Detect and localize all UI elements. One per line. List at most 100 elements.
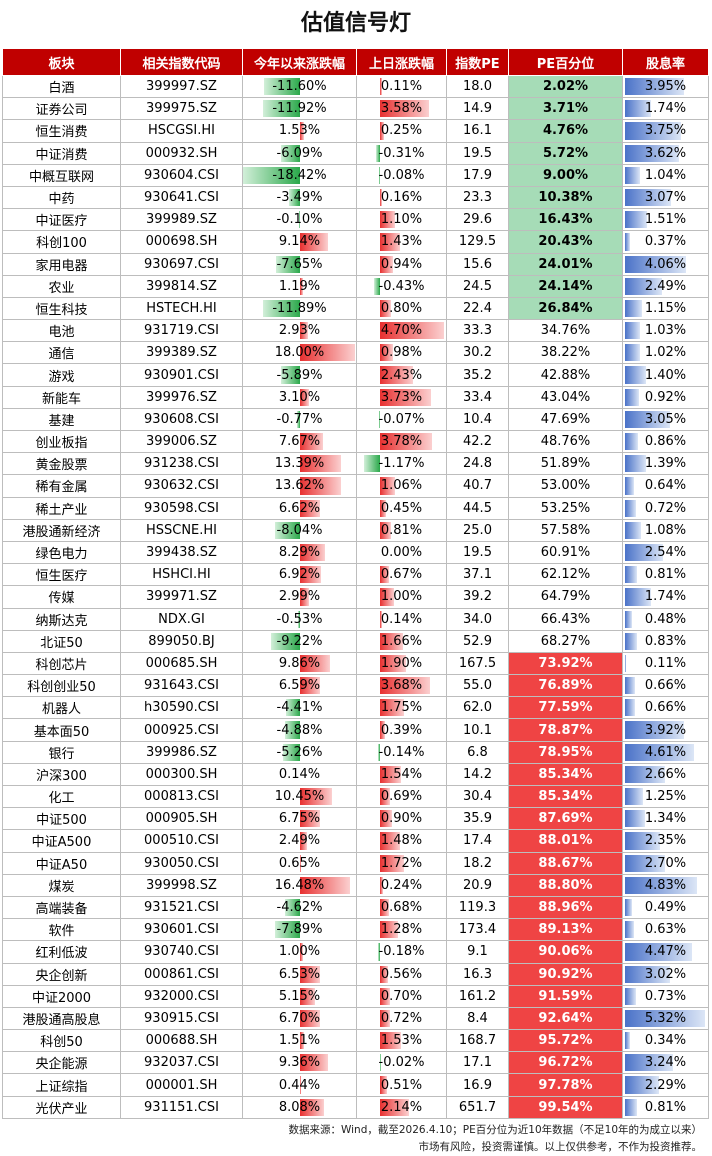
cell-sector: 中证500: [3, 808, 121, 830]
ytd-value: 13.39%: [275, 456, 325, 471]
ytd-value: 2.49%: [279, 833, 320, 848]
ytd-value: 6.62%: [279, 501, 320, 516]
cell-pe-percentile: 24.01%: [509, 253, 623, 275]
cell-index-code: 931521.CSI: [121, 896, 243, 918]
ytd-value: 6.75%: [279, 811, 320, 826]
cell-pe: 33.3: [447, 320, 509, 342]
cell-ytd-change: 5.15%: [243, 985, 357, 1007]
dividend-value: 3.05%: [645, 412, 686, 427]
cell-index-code: 000932.SH: [121, 142, 243, 164]
cell-pe-percentile: 92.64%: [509, 1007, 623, 1029]
ytd-value: 6.92%: [279, 567, 320, 582]
cell-pe: 8.4: [447, 1007, 509, 1029]
cell-sector: 恒生消费: [3, 120, 121, 142]
cell-daily-change: 0.90%: [357, 808, 447, 830]
dividend-value: 0.66%: [645, 678, 686, 693]
daily-value: 0.67%: [381, 567, 422, 582]
cell-index-code: NDX.GI: [121, 608, 243, 630]
cell-ytd-change: 2.99%: [243, 586, 357, 608]
cell-dividend-yield: 0.34%: [623, 1030, 709, 1052]
cell-ytd-change: 2.93%: [243, 320, 357, 342]
cell-sector: 沪深300: [3, 763, 121, 785]
cell-daily-change: 0.39%: [357, 719, 447, 741]
ytd-value: -3.49%: [277, 190, 323, 205]
cell-pe-percentile: 89.13%: [509, 919, 623, 941]
cell-dividend-yield: 4.83%: [623, 874, 709, 896]
header-sector: 板块: [3, 49, 121, 76]
dividend-value: 2.70%: [645, 856, 686, 871]
footer-disclaimer: 市场有风险，投资需谨慎。以上仅供参考，不作为投资推荐。: [0, 1139, 702, 1156]
dividend-value: 4.47%: [645, 944, 686, 959]
ytd-value: -0.77%: [277, 412, 323, 427]
cell-dividend-yield: 1.15%: [623, 297, 709, 319]
cell-sector: 中概互联网: [3, 164, 121, 186]
ytd-value: 10.45%: [275, 789, 325, 804]
ytd-value: -0.53%: [277, 612, 323, 627]
cell-ytd-change: 6.92%: [243, 564, 357, 586]
cell-pe: 42.2: [447, 431, 509, 453]
daily-value: -0.14%: [379, 745, 425, 760]
cell-dividend-yield: 1.51%: [623, 209, 709, 231]
dividend-bar: [625, 677, 635, 694]
cell-daily-change: 0.56%: [357, 963, 447, 985]
cell-daily-change: -0.02%: [357, 1052, 447, 1074]
cell-ytd-change: 8.08%: [243, 1096, 357, 1118]
cell-sector: 新能车: [3, 386, 121, 408]
cell-dividend-yield: 2.70%: [623, 852, 709, 874]
daily-value: 0.80%: [381, 301, 422, 316]
dividend-bar: [625, 566, 637, 583]
cell-sector: 高端装备: [3, 896, 121, 918]
cell-pe: 168.7: [447, 1030, 509, 1052]
cell-daily-change: 3.68%: [357, 675, 447, 697]
cell-dividend-yield: 3.62%: [623, 142, 709, 164]
daily-bar: [364, 455, 380, 472]
cell-daily-change: 0.67%: [357, 564, 447, 586]
cell-pe-percentile: 34.76%: [509, 320, 623, 342]
header-pe: 指数PE: [447, 49, 509, 76]
cell-daily-change: 1.48%: [357, 830, 447, 852]
cell-daily-change: 1.54%: [357, 763, 447, 785]
daily-value: 1.00%: [381, 589, 422, 604]
daily-value: 1.48%: [381, 833, 422, 848]
dividend-bar: [625, 788, 644, 805]
cell-sector: 科创芯片: [3, 652, 121, 674]
cell-pe: 44.5: [447, 497, 509, 519]
cell-pe: 10.1: [447, 719, 509, 741]
cell-pe-percentile: 88.96%: [509, 896, 623, 918]
cell-sector: 港股通新经济: [3, 519, 121, 541]
cell-index-code: h30590.CSI: [121, 697, 243, 719]
cell-pe-percentile: 4.76%: [509, 120, 623, 142]
daily-value: 0.16%: [381, 190, 422, 205]
ytd-value: -5.89%: [277, 368, 323, 383]
cell-sector: 基本面50: [3, 719, 121, 741]
cell-pe-percentile: 85.34%: [509, 786, 623, 808]
ytd-value: 1.00%: [279, 944, 320, 959]
cell-index-code: 899050.BJ: [121, 630, 243, 652]
cell-dividend-yield: 0.83%: [623, 630, 709, 652]
cell-pe: 55.0: [447, 675, 509, 697]
cell-pe-percentile: 77.59%: [509, 697, 623, 719]
cell-dividend-yield: 1.02%: [623, 342, 709, 364]
dividend-value: 2.49%: [645, 279, 686, 294]
cell-dividend-yield: 0.66%: [623, 675, 709, 697]
cell-pe-percentile: 62.12%: [509, 564, 623, 586]
cell-daily-change: 0.80%: [357, 297, 447, 319]
cell-sector: 恒生科技: [3, 297, 121, 319]
dividend-value: 0.73%: [645, 989, 686, 1004]
cell-dividend-yield: 0.63%: [623, 919, 709, 941]
ytd-value: 2.93%: [279, 323, 320, 338]
cell-dividend-yield: 0.86%: [623, 431, 709, 453]
cell-sector: 港股通高股息: [3, 1007, 121, 1029]
cell-daily-change: 0.68%: [357, 896, 447, 918]
dividend-value: 1.74%: [645, 589, 686, 604]
cell-sector: 基建: [3, 408, 121, 430]
